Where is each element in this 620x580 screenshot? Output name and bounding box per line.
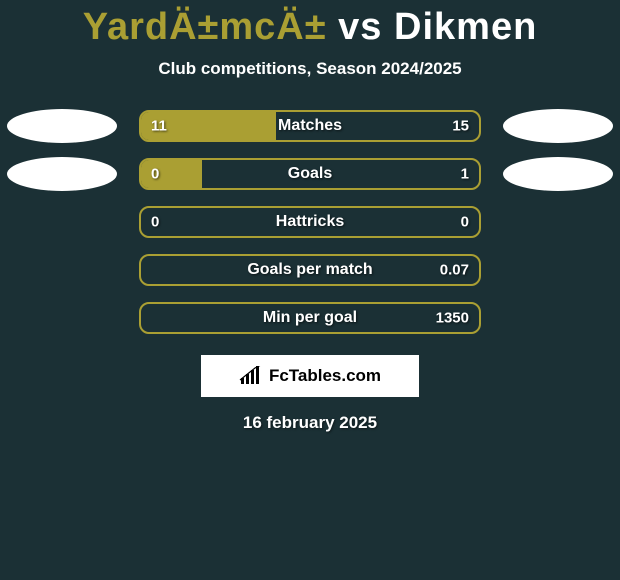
- bar-chart-icon: [239, 366, 263, 386]
- stat-value-right: 15: [452, 118, 469, 135]
- stat-value-right: 0: [461, 214, 469, 231]
- stat-bar: 11 15 Matches: [139, 110, 481, 142]
- subtitle: Club competitions, Season 2024/2025: [0, 59, 620, 79]
- brand-text: FcTables.com: [269, 366, 381, 386]
- stat-label: Matches: [278, 117, 342, 135]
- stat-row: 0 1 Goals: [0, 157, 620, 191]
- comparison-card: YardÄ±mcÄ± vs Dikmen Club competitions, …: [0, 0, 620, 433]
- stat-row: 0.07 Goals per match: [0, 253, 620, 287]
- page-title: YardÄ±mcÄ± vs Dikmen: [0, 6, 620, 49]
- vs-separator: vs: [338, 6, 382, 48]
- stat-bar: 0.07 Goals per match: [139, 254, 481, 286]
- stat-value-left: 0: [151, 214, 159, 231]
- player2-badge: [503, 157, 613, 191]
- brand-badge[interactable]: FcTables.com: [201, 355, 419, 397]
- player2-badge: [503, 109, 613, 143]
- stat-row: 11 15 Matches: [0, 109, 620, 143]
- stat-bar: 1350 Min per goal: [139, 302, 481, 334]
- stats-list: 11 15 Matches 0 1 Goals 0 0 Hattricks 0.07 Goals p…: [0, 109, 620, 335]
- stat-value-left: 11: [151, 118, 167, 135]
- stat-label: Min per goal: [263, 309, 357, 327]
- stat-value-right: 0.07: [440, 262, 469, 279]
- stat-value-right: 1350: [436, 310, 469, 327]
- player2-name: Dikmen: [394, 6, 537, 48]
- stat-bar: 0 0 Hattricks: [139, 206, 481, 238]
- stat-value-right: 1: [461, 166, 469, 183]
- stat-bar: 0 1 Goals: [139, 158, 481, 190]
- stat-row: 1350 Min per goal: [0, 301, 620, 335]
- stat-label: Goals per match: [247, 261, 372, 279]
- player1-badge: [7, 109, 117, 143]
- stat-label: Hattricks: [276, 213, 344, 231]
- player1-name: YardÄ±mcÄ±: [83, 6, 327, 48]
- stat-label: Goals: [288, 165, 332, 183]
- player1-badge: [7, 157, 117, 191]
- date-label: 16 february 2025: [0, 413, 620, 433]
- stat-row: 0 0 Hattricks: [0, 205, 620, 239]
- stat-value-left: 0: [151, 166, 159, 183]
